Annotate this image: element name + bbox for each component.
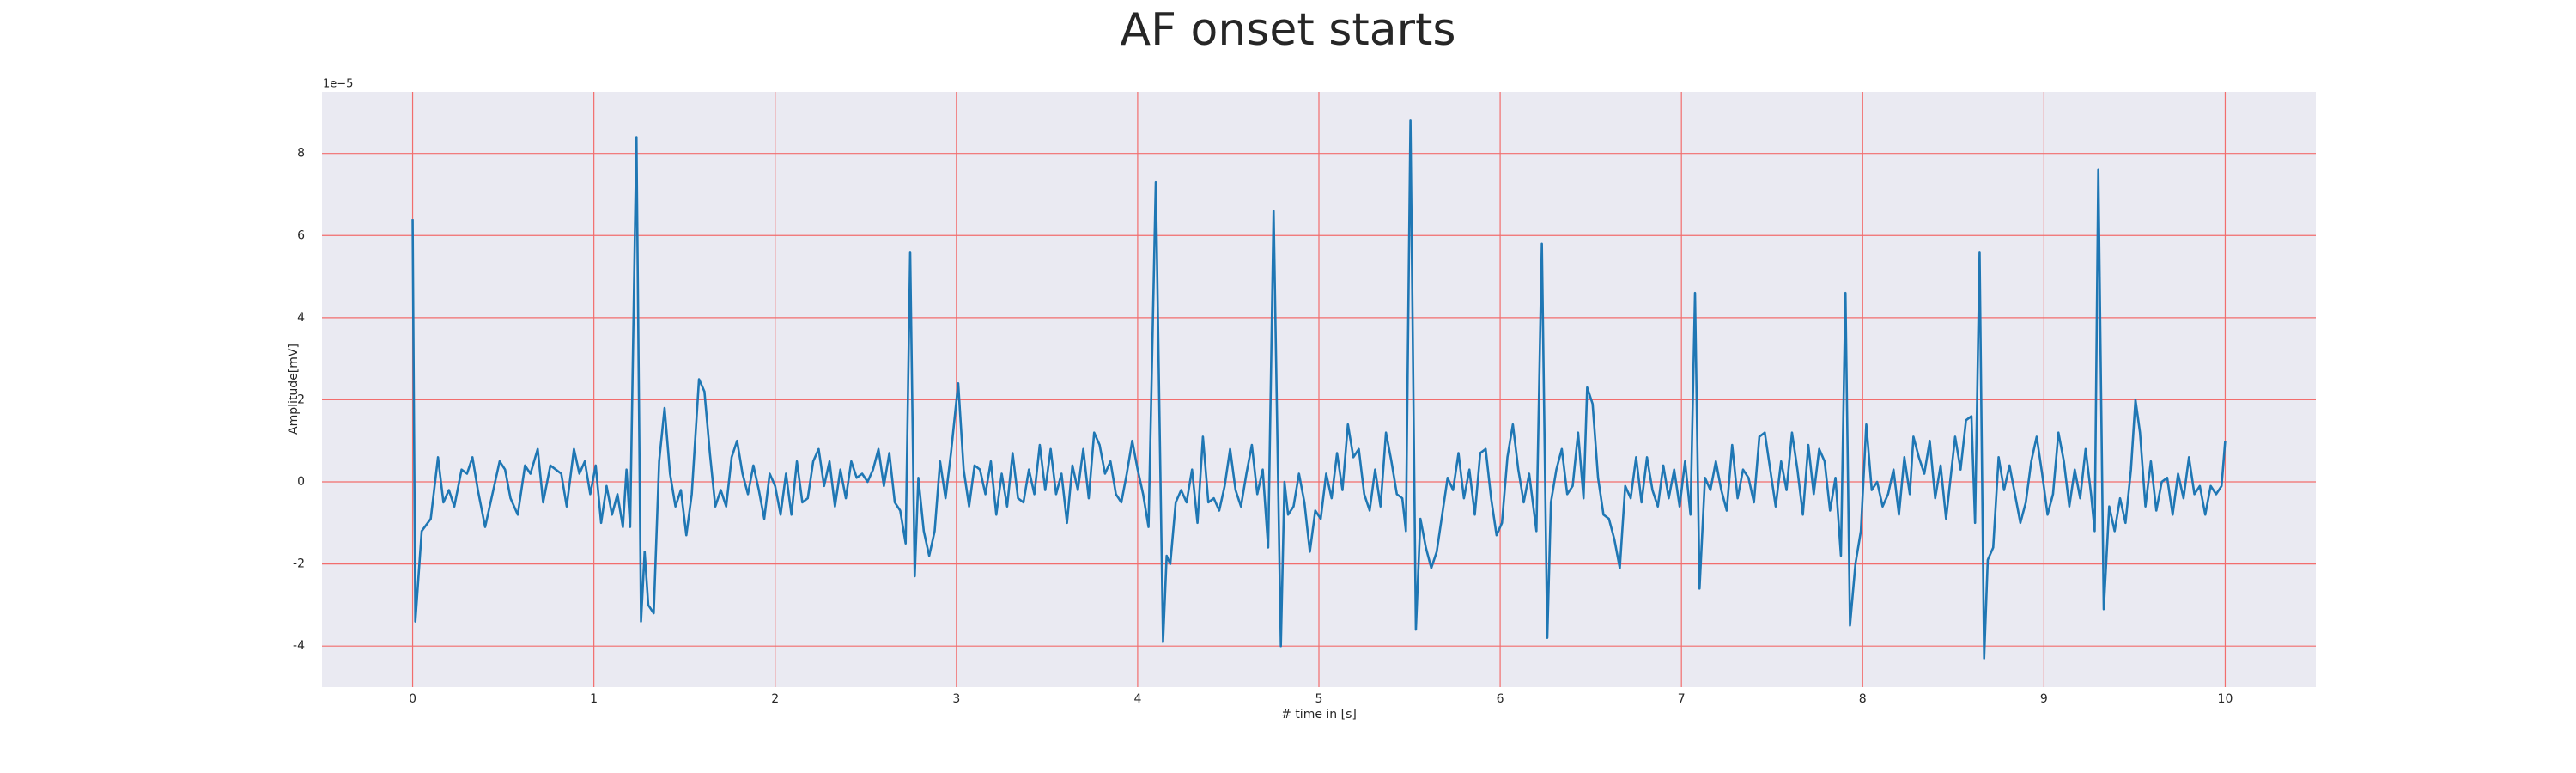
x-tick-label: 7 [1678,692,1686,706]
x-tick-label: 3 [952,692,960,706]
x-tick-label: 4 [1133,692,1141,706]
y-tick-label: 0 [297,475,305,489]
x-tick-label: 8 [1859,692,1867,706]
y-tick-label: 8 [297,147,305,161]
x-tick-label: 9 [2040,692,2048,706]
x-tick-label: 5 [1315,692,1323,706]
y-tick-label: 4 [297,311,305,325]
x-tick-label: 0 [409,692,416,706]
x-tick-label: 6 [1497,692,1504,706]
x-tick-label: 2 [771,692,779,706]
ecg-line [411,119,2227,660]
y-axis-label: Amplitude[mV] [287,344,301,435]
y-offset-label: 1e−5 [323,78,353,91]
y-tick-label: 6 [297,228,305,242]
x-tick-label: 1 [590,692,598,706]
y-tick-label: -4 [293,639,305,653]
x-axis-label: # time in [s] [1281,708,1357,721]
y-tick-label: 2 [297,393,305,406]
chart-title: AF onset starts [1121,4,1456,56]
x-tick-label: 10 [2218,692,2233,706]
y-tick-label: -2 [293,557,305,571]
